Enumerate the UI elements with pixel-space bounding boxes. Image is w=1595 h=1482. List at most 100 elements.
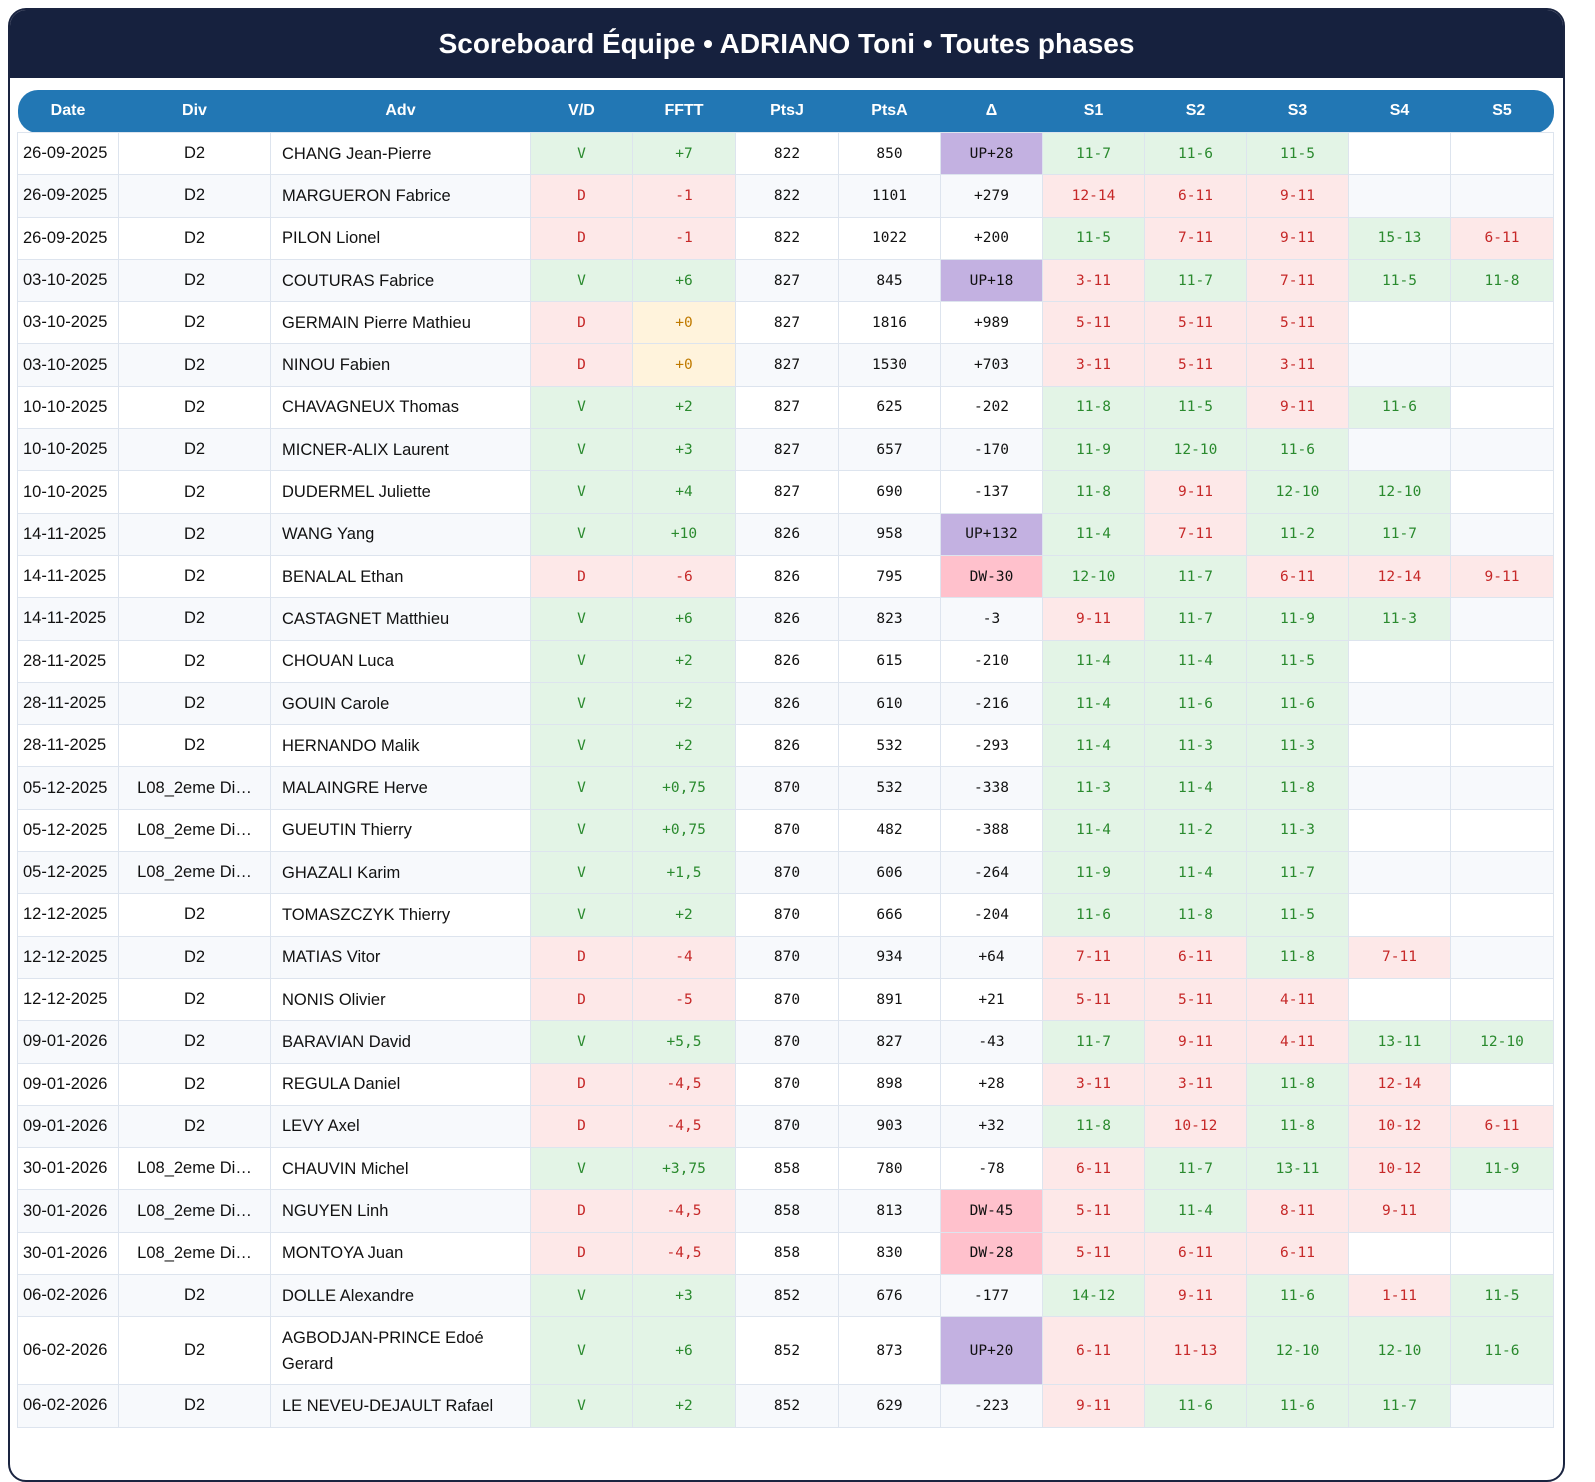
delta-cell: UP+132 xyxy=(940,512,1043,556)
set-1-cell: 11-9 xyxy=(1042,428,1145,472)
set-1-cell: 11-8 xyxy=(1042,470,1145,514)
opponent-points-cell: 898 xyxy=(838,1062,941,1106)
set-1-cell: 11-7 xyxy=(1042,1020,1145,1064)
set-5-cell xyxy=(1450,131,1554,176)
set-3-cell: 8-11 xyxy=(1246,1189,1349,1233)
column-header-s5[interactable]: S5 xyxy=(1450,90,1554,133)
set-4-cell: 11-5 xyxy=(1348,258,1451,303)
set-3-cell: 11-8 xyxy=(1246,935,1349,979)
table-row: 06-02-2026 D2 DOLLE Alexandre V +3 852 676 -177… xyxy=(17,1274,1554,1318)
division-cell: D2 xyxy=(118,131,271,176)
set-2-cell: 11-4 xyxy=(1144,639,1247,683)
opponent-points-cell: 795 xyxy=(838,554,941,599)
delta-cell: +28 xyxy=(940,1062,1043,1106)
table-row: 10-10-2025 D2 CHAVAGNEUX Thomas V +2 827 625 -2… xyxy=(17,385,1554,430)
set-3-cell: 11-5 xyxy=(1246,131,1349,176)
column-header-ptsj[interactable]: PtsJ xyxy=(735,90,839,133)
table-row: 30-01-2026 L08_2eme Di… MONTOYA Juan D -4,5 8… xyxy=(17,1231,1554,1276)
table-row: 09-01-2026 D2 LEVY Axel D -4,5 870 903 +32 11-8 1… xyxy=(17,1104,1554,1149)
set-4-cell xyxy=(1348,851,1451,895)
fftt-points-cell: -1 xyxy=(632,174,736,218)
set-2-cell: 7-11 xyxy=(1144,512,1247,556)
column-header-date[interactable]: Date xyxy=(17,90,119,133)
set-4-cell xyxy=(1348,301,1451,345)
set-2-cell: 9-11 xyxy=(1144,1020,1247,1064)
delta-cell: -137 xyxy=(940,470,1043,514)
set-3-cell: 4-11 xyxy=(1246,1020,1349,1064)
column-header-s1[interactable]: S1 xyxy=(1042,90,1145,133)
division-cell: L08_2eme Di… xyxy=(118,1231,271,1276)
fftt-points-cell: +2 xyxy=(632,893,736,937)
date-cell: 12-12-2025 xyxy=(17,977,119,1022)
fftt-points-cell: +2 xyxy=(632,681,736,726)
delta-cell: DW-28 xyxy=(940,1231,1043,1276)
opponent-points-cell: 615 xyxy=(838,639,941,683)
division-cell: D2 xyxy=(118,724,271,768)
player-points-cell: 870 xyxy=(735,935,839,979)
player-points-cell: 870 xyxy=(735,1062,839,1106)
table-row: 28-11-2025 D2 GOUIN Carole V +2 826 610 -216 11-… xyxy=(17,681,1554,726)
date-cell: 09-01-2026 xyxy=(17,1104,119,1149)
division-cell: D2 xyxy=(118,1384,271,1428)
set-3-cell: 12-10 xyxy=(1246,470,1349,514)
column-header-vd[interactable]: V/D xyxy=(530,90,633,133)
set-5-cell xyxy=(1450,385,1554,430)
delta-cell: -388 xyxy=(940,808,1043,853)
player-points-cell: 870 xyxy=(735,1104,839,1149)
set-3-cell: 6-11 xyxy=(1246,554,1349,599)
division-cell: D2 xyxy=(118,893,271,937)
scoreboard-table: Date Div Adv V/D FFTT PtsJ PtsA Δ S1 S2 S3 S4 S5 26-… xyxy=(17,90,1554,1428)
delta-cell: -216 xyxy=(940,681,1043,726)
column-header-fftt[interactable]: FFTT xyxy=(632,90,736,133)
opponent-cell: BARAVIAN David xyxy=(270,1020,531,1064)
date-cell: 10-10-2025 xyxy=(17,385,119,430)
table-row: 06-02-2026 D2 AGBODJAN-PRINCE Edoé Gerard V… xyxy=(17,1316,1554,1386)
set-3-cell: 11-6 xyxy=(1246,1384,1349,1428)
delta-cell: -202 xyxy=(940,385,1043,430)
column-header-div[interactable]: Div xyxy=(118,90,271,133)
set-1-cell: 11-4 xyxy=(1042,681,1145,726)
date-cell: 30-01-2026 xyxy=(17,1231,119,1276)
fftt-points-cell: +0,75 xyxy=(632,808,736,853)
delta-cell: -3 xyxy=(940,597,1043,641)
date-cell: 14-11-2025 xyxy=(17,554,119,599)
set-1-cell: 11-4 xyxy=(1042,724,1145,768)
column-header-ptsa[interactable]: PtsA xyxy=(838,90,941,133)
opponent-cell: MARGUERON Fabrice xyxy=(270,174,531,218)
date-cell: 12-12-2025 xyxy=(17,935,119,979)
division-cell: D2 xyxy=(118,1020,271,1064)
set-1-cell: 11-4 xyxy=(1042,808,1145,853)
division-cell: D2 xyxy=(118,470,271,514)
fftt-points-cell: +3 xyxy=(632,428,736,472)
fftt-points-cell: -6 xyxy=(632,554,736,599)
set-1-cell: 11-8 xyxy=(1042,1104,1145,1149)
opponent-points-cell: 1530 xyxy=(838,343,941,387)
date-cell: 05-12-2025 xyxy=(17,851,119,895)
column-header-delta[interactable]: Δ xyxy=(940,90,1043,133)
set-3-cell: 12-10 xyxy=(1246,1316,1349,1386)
column-header-s4[interactable]: S4 xyxy=(1348,90,1451,133)
opponent-points-cell: 606 xyxy=(838,851,941,895)
player-points-cell: 852 xyxy=(735,1316,839,1386)
opponent-cell: HERNANDO Malik xyxy=(270,724,531,768)
opponent-cell: PILON Lionel xyxy=(270,216,531,260)
player-points-cell: 822 xyxy=(735,216,839,260)
column-header-adv[interactable]: Adv xyxy=(270,90,531,133)
opponent-points-cell: 830 xyxy=(838,1231,941,1276)
date-cell: 09-01-2026 xyxy=(17,1020,119,1064)
fftt-points-cell: +0,75 xyxy=(632,766,736,810)
column-header-s3[interactable]: S3 xyxy=(1246,90,1349,133)
fftt-points-cell: -4,5 xyxy=(632,1062,736,1106)
column-header-s2[interactable]: S2 xyxy=(1144,90,1247,133)
set-2-cell: 6-11 xyxy=(1144,1231,1247,1276)
result-cell: V xyxy=(530,1316,633,1386)
date-cell: 10-10-2025 xyxy=(17,428,119,472)
set-4-cell: 9-11 xyxy=(1348,1189,1451,1233)
delta-cell: +703 xyxy=(940,343,1043,387)
set-1-cell: 9-11 xyxy=(1042,1384,1145,1428)
result-cell: D xyxy=(530,935,633,979)
result-cell: V xyxy=(530,639,633,683)
set-3-cell: 11-6 xyxy=(1246,1274,1349,1318)
set-5-cell xyxy=(1450,851,1554,895)
date-cell: 28-11-2025 xyxy=(17,724,119,768)
